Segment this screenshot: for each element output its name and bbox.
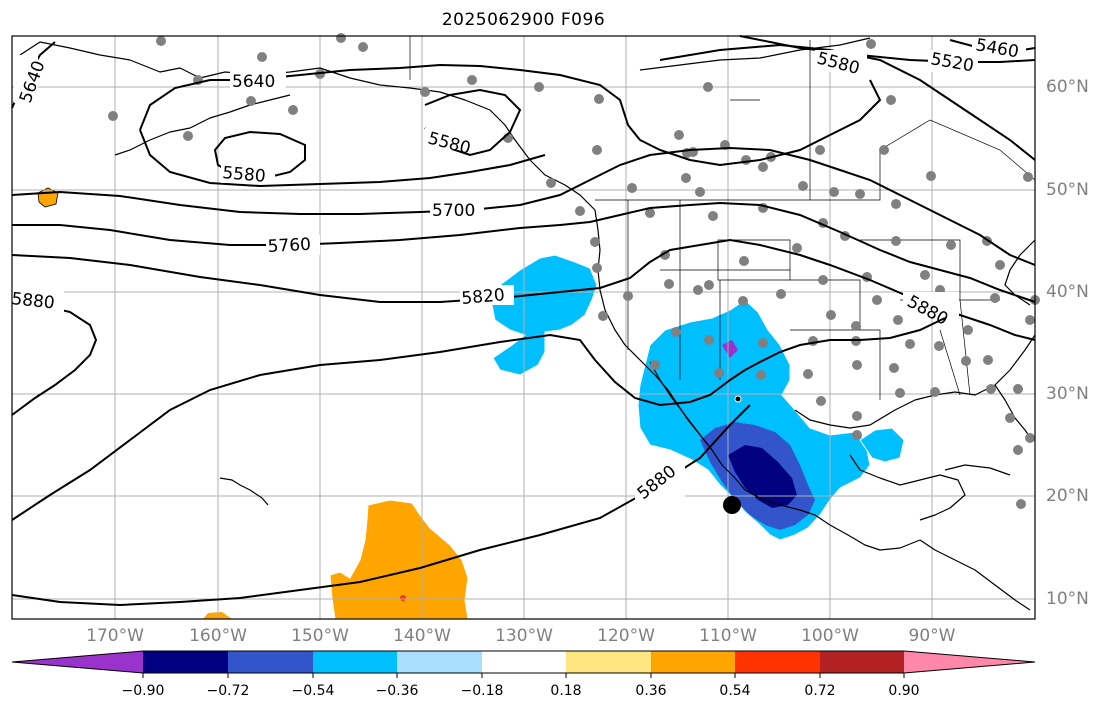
contour-5520 — [739, 35, 1036, 63]
colorbar-tick-label: 0.90 — [888, 683, 920, 699]
colorbar-extend-high — [904, 651, 1035, 673]
colorbar-tick-label: 0.18 — [550, 683, 582, 699]
colorbar-tick-label: −0.90 — [121, 683, 165, 699]
lon-label-130w: 130°W — [495, 626, 553, 646]
contour-label-5880-left: 5880 — [10, 289, 55, 313]
lon-label-90w: 90°W — [908, 626, 956, 646]
positive-anomaly-peak — [400, 595, 406, 601]
cuba — [944, 464, 1011, 476]
lat-label-30n: 30°N — [1046, 384, 1089, 404]
colorbar-tick-label: 0.54 — [719, 683, 751, 699]
contour-5640-b — [139, 129, 546, 188]
hawaii — [219, 477, 269, 506]
colorbar-tick-label: −0.18 — [460, 683, 504, 699]
contour-5760 — [12, 201, 1036, 303]
negative-anomaly-northwest — [491, 254, 598, 376]
lon-label-120w: 120°W — [597, 626, 655, 646]
lon-label-170w: 170°W — [86, 626, 144, 646]
colorbar-tick-label: −0.72 — [206, 683, 250, 699]
contour-label-5640: 5640 — [232, 72, 275, 92]
contour-5580-north — [659, 43, 1036, 161]
contour-5700 — [11, 146, 1036, 266]
colorbar-tick-label: −0.54 — [291, 683, 335, 699]
lat-label-10n: 10°N — [1046, 589, 1089, 609]
lon-label-150w: 150°W — [291, 626, 349, 646]
contour-label-5580-pacific: 5580 — [222, 163, 267, 187]
contour-5880-main — [11, 317, 946, 521]
colorbar — [11, 650, 1036, 678]
anomaly-shading — [37, 187, 905, 620]
lon-label-140w: 140°W — [393, 626, 451, 646]
contour-label-5820: 5820 — [461, 285, 506, 309]
canada-arctic — [639, 37, 871, 71]
colorbar-tick-label: 0.72 — [804, 683, 836, 699]
lon-label-160w: 160°W — [189, 626, 247, 646]
strong-negative-anomaly — [728, 445, 797, 508]
colorbar-tick-label: 0.36 — [635, 683, 667, 699]
colorbar-extend-low — [12, 651, 143, 673]
negative-anomaly-gulf — [859, 427, 905, 463]
contour-label-5760: 5760 — [267, 235, 311, 257]
central-america — [919, 539, 1031, 611]
lat-label-60n: 60°N — [1046, 77, 1089, 97]
gulf-coast — [794, 334, 1036, 429]
light-negative-edge — [722, 340, 738, 358]
station-markers — [108, 33, 1040, 509]
lat-label-40n: 40°N — [1046, 282, 1089, 302]
baja — [649, 361, 709, 446]
aleutians — [114, 94, 291, 156]
negative-anomaly-mexico — [637, 299, 871, 541]
lon-label-110w: 110°W — [699, 626, 757, 646]
yucatan — [849, 454, 966, 521]
colorbar-tick-label: −0.36 — [375, 683, 419, 699]
lat-label-50n: 50°N — [1046, 180, 1089, 200]
lon-label-100w: 100°W — [801, 626, 859, 646]
map-title: 2025062900 F096 — [441, 10, 606, 30]
storm-center-marker — [723, 496, 741, 514]
lat-label-20n: 20°N — [1046, 486, 1089, 506]
contour-label-5700: 5700 — [432, 201, 475, 221]
map-frame — [11, 35, 1036, 620]
